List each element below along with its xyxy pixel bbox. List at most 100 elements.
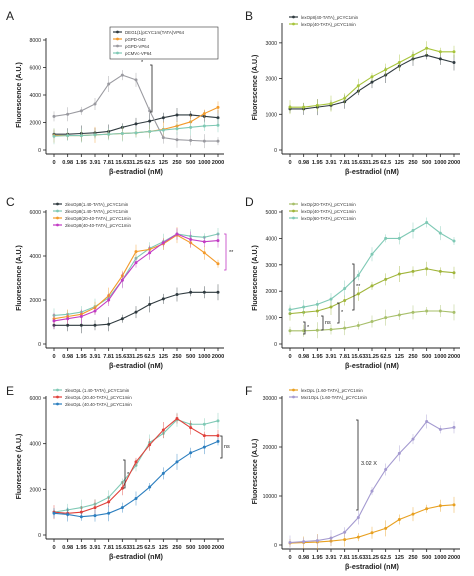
x-tick-label: 125 [395,354,404,360]
series-3 [52,437,220,522]
legend-marker [56,402,59,406]
legend-marker [292,202,295,206]
x-tick-label: 62.5 [380,160,391,166]
data-point [79,515,83,519]
data-point [343,287,347,291]
x-tick-label: 15.63 [115,354,129,360]
data-point [175,293,179,296]
x-tick-label: 125 [159,160,168,166]
significance-bracket [352,263,355,311]
data-point [161,241,165,245]
x-tick-label: 31.25 [365,555,379,561]
data-point [452,50,456,54]
x-tick-label: 62.5 [144,545,155,551]
data-point [161,297,165,301]
x-tick-label: 1.95 [76,160,87,166]
series-line [289,268,455,315]
legend-label: lexOpL (1.60-TATA)_pCYC1min [301,388,363,393]
legend-marker [292,388,295,392]
data-point [411,437,415,441]
data-point [216,439,220,443]
x-tick-label: 500 [186,354,195,360]
data-point [52,319,56,323]
data-point [438,231,442,235]
legend-label: pGPD-VP64 [125,44,150,49]
data-point [107,298,111,302]
series-1 [52,284,220,334]
legend-marker [56,209,59,213]
series-line [289,420,455,544]
x-tick-label: 2000 [212,545,224,551]
data-point [425,420,429,424]
data-point [66,112,70,116]
panel-letter: D [245,195,254,209]
data-point [134,122,138,126]
legend-marker [292,15,295,19]
data-point [93,506,97,510]
y-tick-label: 1000 [265,316,277,322]
data-point [329,327,333,331]
data-point [411,269,415,273]
x-tick-label: 2000 [448,160,460,166]
y-tick-label: 2000 [265,289,277,295]
data-point [202,112,206,116]
x-tick-label: 7.81 [103,545,114,551]
data-point [425,507,429,511]
y-tick-label: 3000 [265,263,277,269]
data-point [397,272,401,276]
y-axis-label: Fluorescence (A.U.) [16,434,23,500]
data-point [411,53,415,57]
data-point [397,518,401,522]
data-point [161,128,165,132]
data-point [288,105,292,109]
data-point [202,445,206,449]
data-point [411,310,415,314]
legend-marker [292,209,295,213]
series-1 [288,304,456,339]
significance-label: ns [325,320,331,326]
data-point [452,61,456,64]
x-tick-label: 31.25 [365,354,379,360]
data-point [134,496,138,500]
panel-letter: B [245,9,253,23]
x-tick-label: 250 [172,354,181,360]
data-point [202,290,206,294]
data-point [384,236,388,240]
y-tick-label: 4000 [265,236,277,242]
y-tick-label: 6000 [29,210,41,216]
x-tick-label: 62.5 [380,354,391,360]
data-point [148,251,152,255]
x-tick-label: 3.91 [90,545,101,551]
x-tick-label: 125 [159,354,168,360]
significance-bracket [303,321,306,335]
x-tick-label: 1.95 [312,555,323,561]
x-tick-label: 0.98 [298,555,309,561]
data-point [356,535,360,539]
data-point [93,133,97,137]
chart-panel-a: A 0 2000 4000 6000 8000 0 0.98 1.95 3.91 7.81 15.63… [6,9,224,176]
y-tick-label: 0 [274,148,277,154]
data-point [120,317,124,321]
data-point [52,134,56,138]
data-point [202,422,206,426]
x-tick-label: 250 [408,160,417,166]
data-point [66,323,70,327]
x-tick-label: 31.25 [365,160,379,166]
y-tick-label: 0 [38,148,41,154]
data-point [315,328,319,332]
significance-label: * [341,310,344,316]
data-point [452,239,456,243]
data-point [370,75,374,79]
y-tick-label: 2000 [29,121,41,127]
data-point [452,271,456,275]
panel-letter: C [6,195,15,209]
y-axis-label: Fluorescence (A.U.) [252,55,259,121]
legend-marker [56,395,59,399]
data-point [384,68,388,72]
x-tick-label: 62.5 [380,555,391,561]
legend: 2lexOpL (1.40-TATA)_pCYC1min 2lexOpL (20.… [53,388,132,407]
data-point [397,61,401,64]
data-point [134,78,138,82]
